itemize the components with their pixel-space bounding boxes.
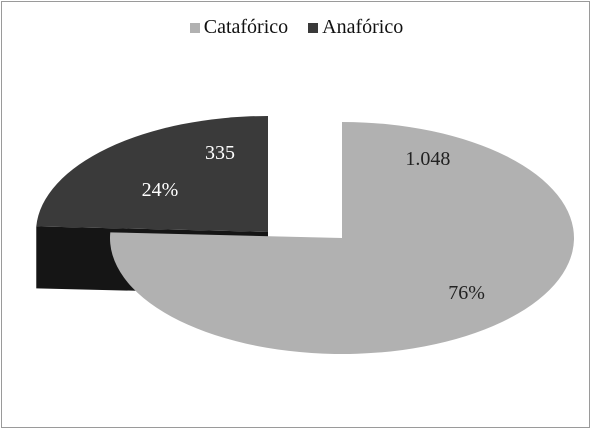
legend-swatch-catafórico [189,22,200,33]
data-label-percent-anafórico: 24% [142,179,179,201]
legend: Catafórico Anafórico [2,16,591,39]
legend-entry-anafórico: Anafórico [308,16,403,39]
slice-top-anafórico [36,116,268,232]
data-label-value-catafórico: 1.048 [405,148,450,170]
legend-swatch-anafórico [308,22,319,33]
legend-label-anafórico: Anafórico [322,16,404,38]
legend-label-catafórico: Catafórico [203,16,289,38]
legend-entry-catafórico: Catafórico [189,16,289,39]
data-label-value-anafórico: 335 [205,142,235,164]
data-label-percent-catafórico: 76% [448,282,485,304]
slice-top-catafórico [109,122,574,354]
